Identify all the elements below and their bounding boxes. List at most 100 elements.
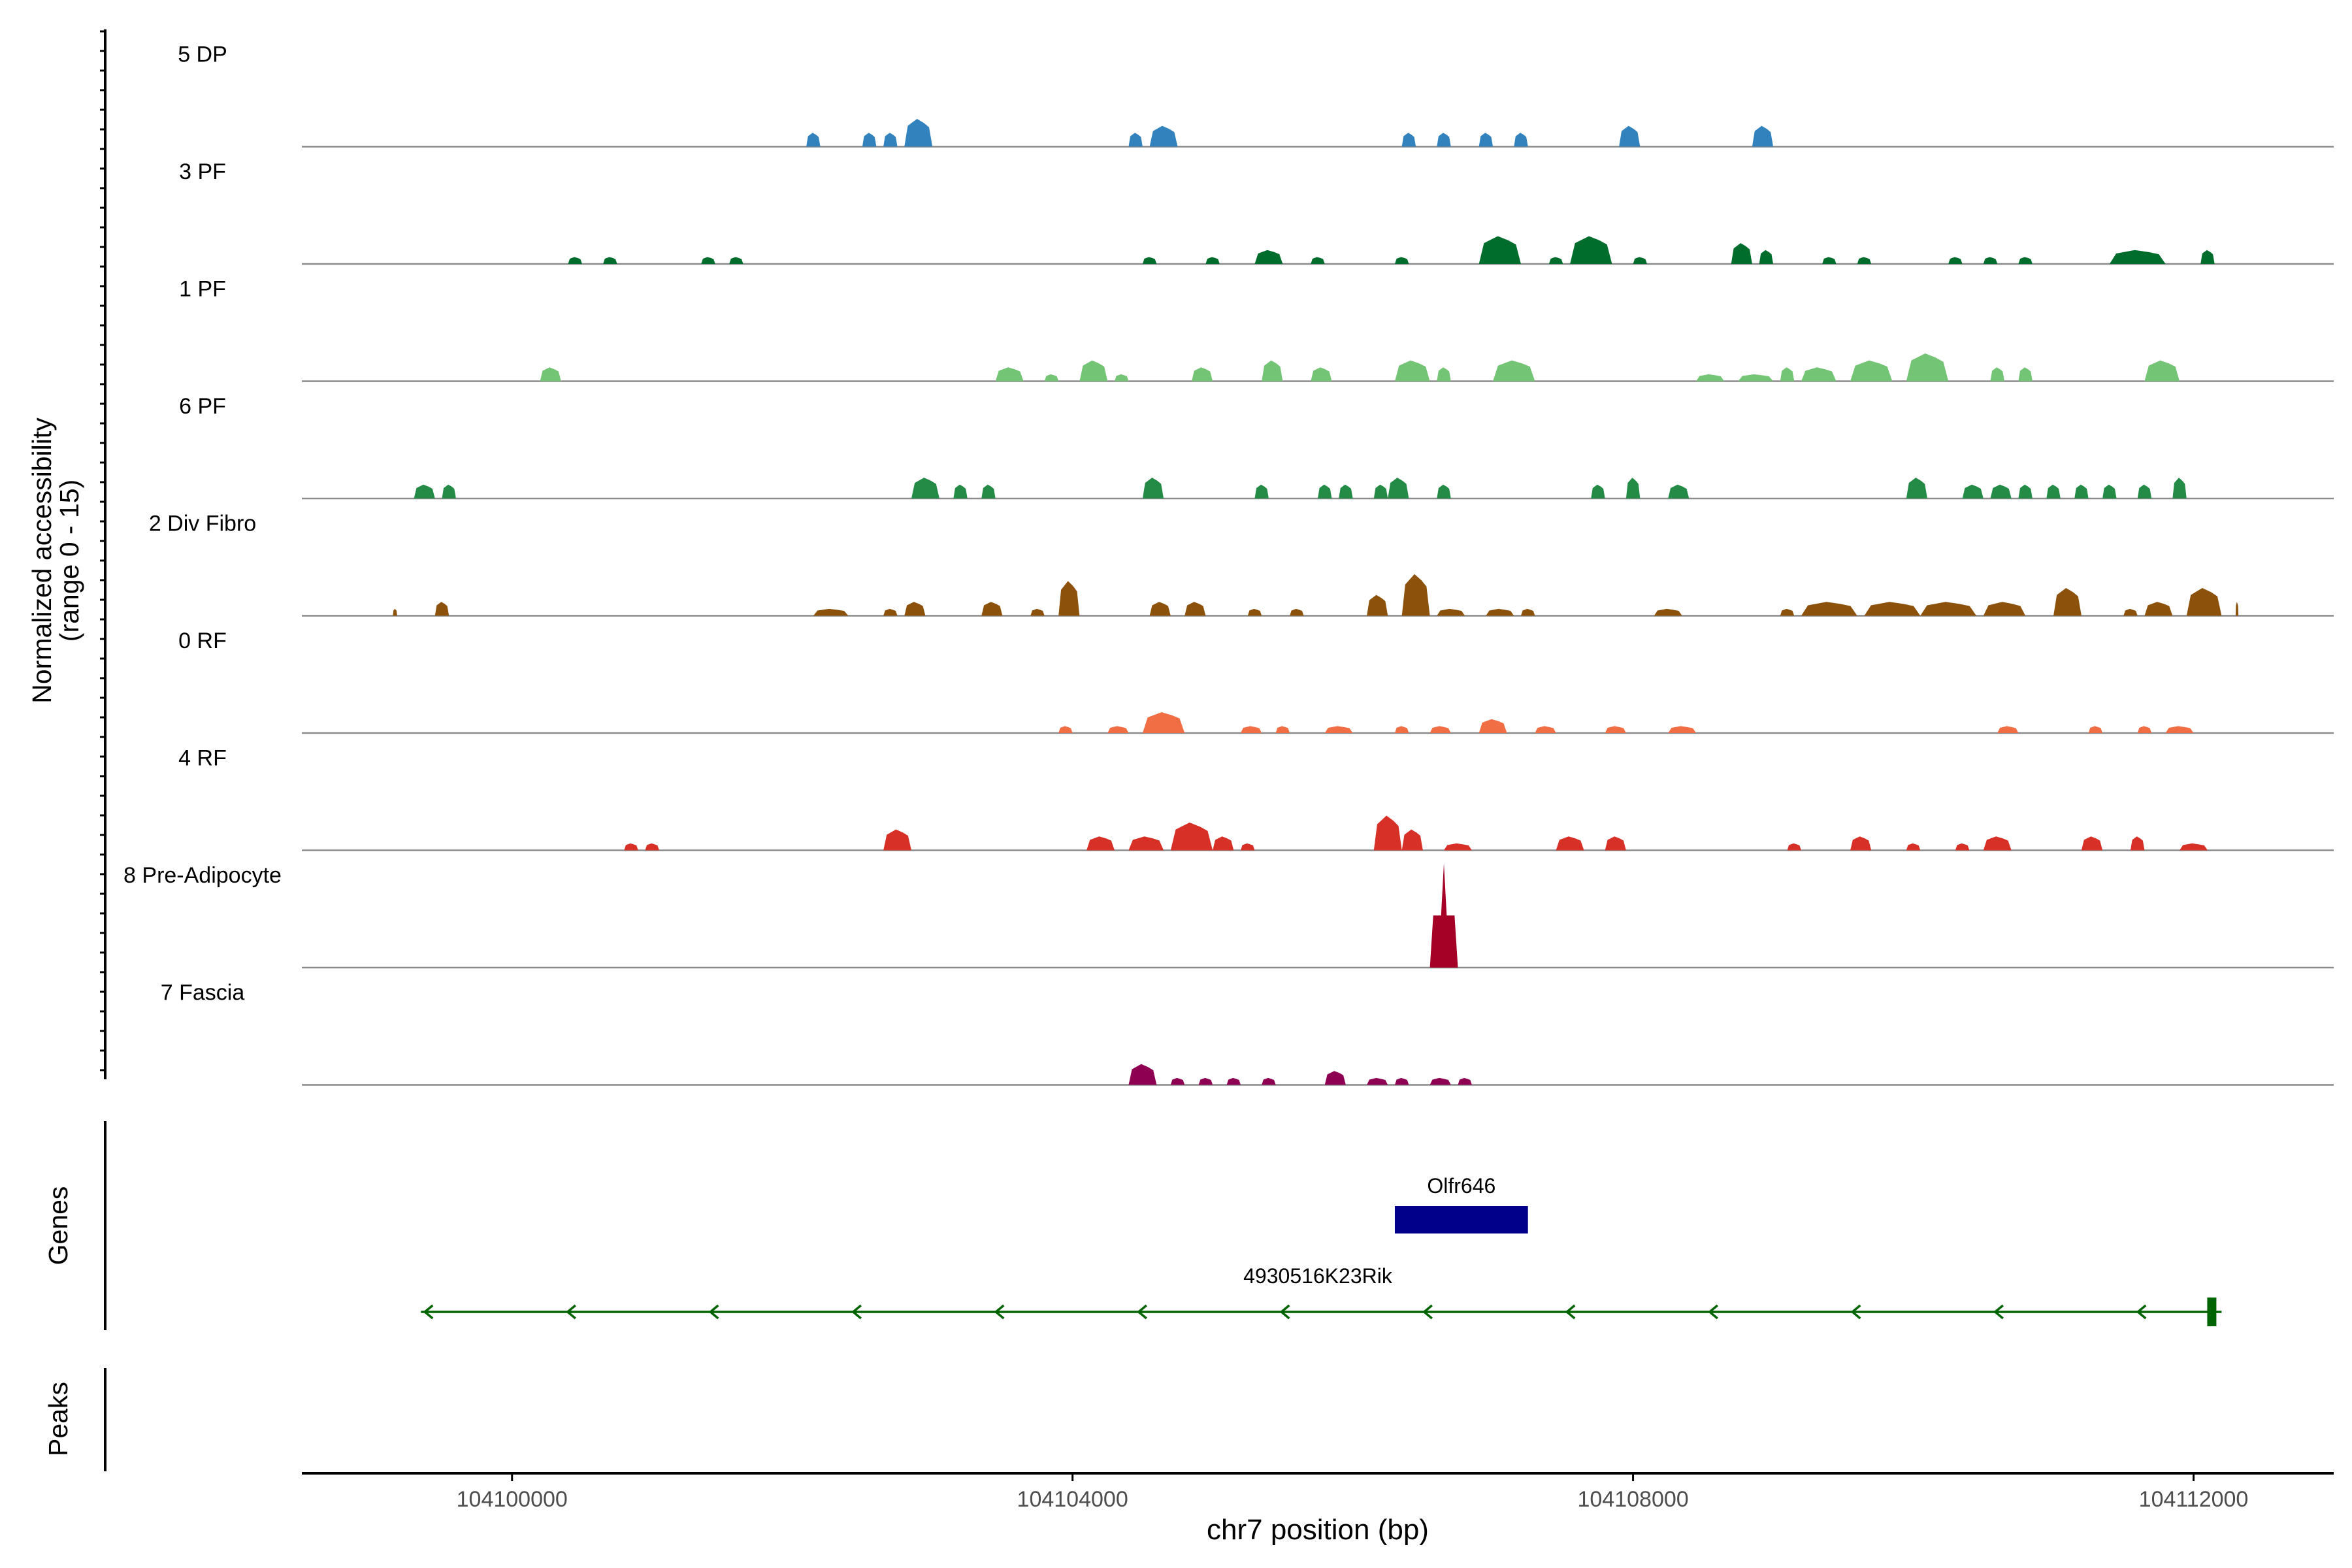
coverage-peak	[1030, 608, 1045, 616]
strand-arrow	[1993, 1304, 2004, 1320]
track-7: 8 Pre-Adipocyte	[123, 863, 2334, 969]
coverage-peak	[1149, 125, 1178, 147]
coverage-peak	[1864, 602, 1921, 616]
coverage-peak	[1170, 822, 1213, 851]
coverage-peak	[568, 257, 582, 264]
track-3: 6 PF	[179, 394, 2334, 500]
coverage-peak	[911, 478, 939, 498]
coverage-peak	[2074, 484, 2089, 498]
coverage-peak	[995, 367, 1024, 382]
strand-arrow	[851, 1304, 862, 1320]
coverage-peak	[1850, 836, 1872, 851]
coverage-peak	[1044, 374, 1059, 382]
coverage-peak	[2172, 478, 2187, 498]
coverage-peak	[1241, 726, 1262, 733]
coverage-peak	[1983, 836, 2012, 851]
coverage-peak	[1752, 125, 1774, 147]
coverage-peak	[1437, 608, 1465, 616]
coverage-peak	[1486, 608, 1514, 616]
coverage-peak	[2018, 257, 2033, 264]
coverage-peak	[1857, 257, 1872, 264]
gene-annotations: Olfr646 4930516K23Rik	[421, 1174, 2222, 1326]
coverage-peak	[1429, 1077, 1451, 1085]
coverage-peak	[1247, 608, 1262, 616]
coverage-peak	[1548, 257, 1563, 264]
coverage-peak	[1394, 257, 1409, 264]
coverage-peak	[1437, 484, 1451, 498]
coverage-peak	[1086, 836, 1115, 851]
strand-arrow	[2136, 1304, 2147, 1320]
coverage-peak	[1058, 581, 1080, 616]
coverage-peak	[434, 602, 449, 616]
coverage-peak	[1394, 1077, 1409, 1085]
coverage-peak	[1437, 367, 1451, 382]
track-label: 6 PF	[179, 394, 226, 419]
coverage-peak	[1787, 843, 1801, 851]
coverage-peak	[2109, 250, 2166, 264]
coverage-peak	[701, 257, 715, 264]
track-label: 8 Pre-Adipocyte	[123, 863, 282, 888]
coverage-peak	[1478, 236, 1521, 264]
x-tick-label: 104112000	[2139, 1487, 2249, 1512]
coverage-peak	[1324, 1071, 1346, 1085]
coverage-peak	[1535, 726, 1556, 733]
coverage-peak	[904, 602, 926, 616]
coverage-peak	[1107, 726, 1129, 733]
coverage-peak	[729, 257, 743, 264]
coverage-peak	[1262, 360, 1283, 382]
coverage-peak	[1142, 712, 1185, 733]
coverage-peak	[1115, 374, 1129, 382]
coverage-peak	[2200, 250, 2215, 264]
coverage-peak	[1962, 484, 1984, 498]
coverage-peak	[1906, 843, 1921, 851]
coverage-peak	[2180, 843, 2208, 851]
coverage-peak	[1254, 484, 1269, 498]
coverage-peak	[1149, 602, 1171, 616]
coverage-peak	[1290, 608, 1304, 616]
coverage-peak	[1668, 726, 1697, 733]
coverage-peak	[1605, 836, 1626, 851]
coverage-peak	[1367, 595, 1388, 616]
coverage-peak	[1401, 829, 1423, 851]
strand-arrow	[1850, 1304, 1861, 1320]
coverage-peak	[1198, 1077, 1213, 1085]
coverage-peak	[1521, 608, 1535, 616]
coverage-peak	[1983, 602, 2026, 616]
coverage-peak	[414, 484, 435, 498]
coverage-peak	[981, 602, 1003, 616]
y-axis-title: Normalized accessibility	[27, 417, 57, 704]
coverage-peak	[2081, 836, 2103, 851]
coverage-peak	[806, 133, 821, 147]
coverage-peak	[1367, 1077, 1388, 1085]
coverage-peak	[1990, 484, 2012, 498]
coverage-peak	[1696, 374, 1724, 382]
x-tick-label: 104100000	[457, 1487, 568, 1512]
coverage-peak	[1373, 484, 1388, 498]
gene-exon	[2207, 1298, 2217, 1326]
coverage-peak	[1275, 726, 1290, 733]
coverage-peak	[1625, 478, 1641, 498]
track-2: 1 PF	[179, 277, 2334, 382]
coverage-peak	[1254, 250, 1283, 264]
track-label: 5 DP	[178, 42, 227, 67]
strand-arrow	[1137, 1304, 1147, 1320]
coverage-peak	[1731, 243, 1752, 264]
track-label: 2 Div Fibro	[149, 512, 256, 536]
coverage-peak	[1142, 478, 1164, 498]
coverage-peak	[1170, 1077, 1185, 1085]
coverage-peak	[1948, 257, 1963, 264]
strand-arrow	[566, 1304, 576, 1320]
coverage-peak	[2137, 484, 2152, 498]
coverage-peak	[1478, 133, 1494, 147]
coverage-peak	[1570, 236, 1612, 264]
coverage-peak	[1990, 367, 2004, 382]
coverage-peak	[1983, 257, 1998, 264]
coverage-peak	[813, 608, 849, 616]
coverage-peak	[2131, 836, 2145, 851]
coverage-peak	[2186, 587, 2222, 616]
y-axis-title-range: (range 0 - 15)	[54, 480, 84, 642]
coverage-peak	[1311, 257, 1325, 264]
coverage-peak	[1591, 484, 1605, 498]
coverage-peak	[1780, 367, 1795, 382]
